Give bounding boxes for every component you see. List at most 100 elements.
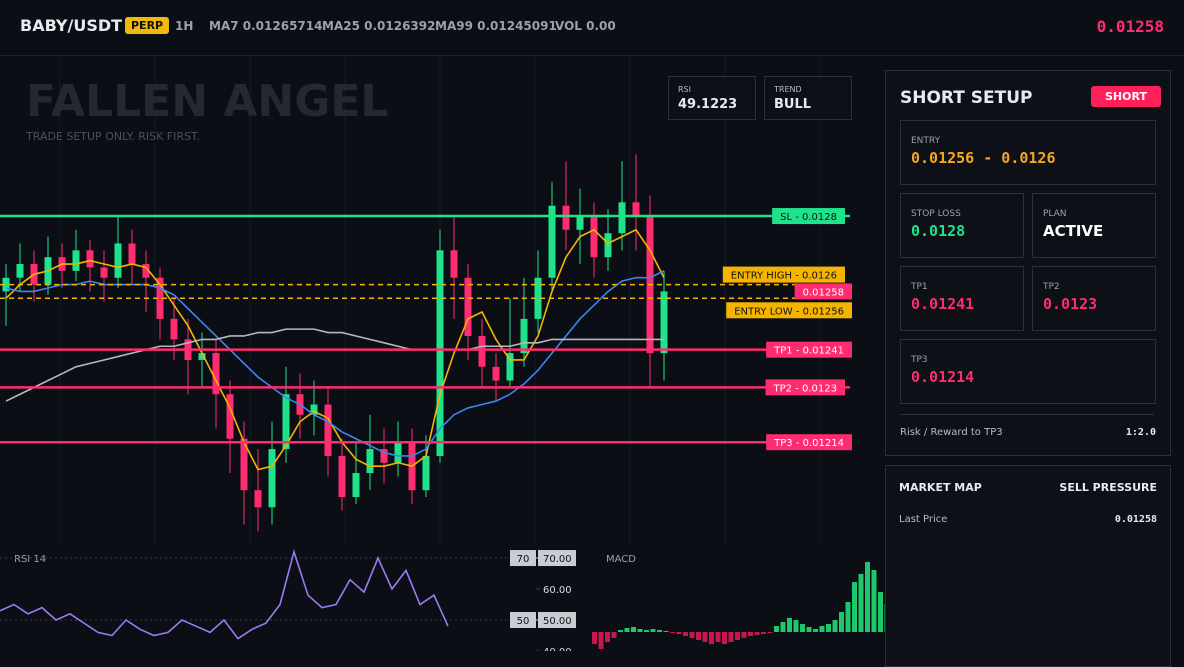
- candle-body: [464, 277, 472, 336]
- candle-body: [282, 394, 290, 450]
- candle-body: [492, 366, 500, 381]
- rr-label: Risk / Reward to TP3: [900, 427, 1003, 438]
- macd-bar: [618, 630, 623, 632]
- level-label: 70: [517, 554, 530, 565]
- macd-bar: [657, 630, 662, 632]
- level-label: 0.01258: [803, 287, 844, 298]
- rr-value: 1:2.0: [1125, 427, 1156, 438]
- card-value: 0.01256 - 0.0126: [911, 149, 1056, 167]
- level-label: SL - 0.0128: [780, 212, 837, 223]
- macd-bar: [644, 630, 649, 632]
- candle-body: [506, 353, 514, 381]
- macd-bar: [774, 626, 779, 632]
- indicator: MA99 0.01245091: [435, 19, 557, 33]
- tick-box: [538, 550, 576, 567]
- level-tag: [726, 302, 852, 319]
- candle-body: [380, 449, 388, 463]
- candle-body: [450, 250, 458, 278]
- candle-body: [562, 205, 570, 230]
- level-tag: [794, 283, 852, 300]
- macd-bar: [611, 632, 617, 638]
- rsi-line: [0, 548, 449, 640]
- card-label: STOP LOSS: [911, 209, 961, 219]
- setup-badge[interactable]: SHORT: [1091, 86, 1161, 107]
- macd-bar: [878, 592, 883, 632]
- overlay-title: FALLEN ANGEL: [26, 76, 389, 127]
- candle-body: [604, 233, 612, 258]
- card: TP3 0.01214: [900, 339, 1156, 404]
- card-value: ACTIVE: [1043, 222, 1104, 240]
- level-tag: [765, 379, 845, 396]
- level-label: ENTRY LOW - 0.01256: [734, 306, 844, 317]
- card-label: TP3: [911, 355, 928, 365]
- candle-body: [422, 455, 430, 491]
- macd-bar: [631, 627, 636, 632]
- macd-bar: [793, 620, 799, 632]
- macd-bar: [683, 632, 688, 636]
- candle-body: [534, 277, 542, 319]
- candle-body: [436, 250, 444, 456]
- row-label: Last Price: [899, 514, 948, 525]
- candle-body: [16, 264, 24, 278]
- macd-bar: [800, 624, 805, 632]
- level-tag: [772, 208, 845, 225]
- level-tag: [766, 341, 852, 358]
- divider: [900, 414, 1154, 415]
- card-value: 0.0128: [911, 222, 966, 240]
- moving-average: [5, 228, 665, 471]
- macd-bar: [819, 626, 825, 632]
- candle-body: [114, 243, 122, 278]
- stat-value: 49.1223: [678, 97, 738, 112]
- macd-bar: [858, 574, 864, 632]
- candle-body: [618, 202, 626, 234]
- level-label: TP3 - 0.01214: [773, 438, 844, 449]
- macd-bar: [735, 632, 740, 640]
- interval[interactable]: 1H: [175, 19, 194, 33]
- setup-title: SHORT SETUP: [900, 88, 1033, 108]
- card-value: 0.0123: [1043, 295, 1098, 313]
- candle-body: [324, 404, 332, 456]
- macd-bar: [780, 622, 786, 632]
- y-tick-label: 50.00: [543, 616, 572, 627]
- macd-bar: [696, 632, 701, 640]
- card: PLAN ACTIVE: [1032, 193, 1156, 258]
- stat-value: BULL: [774, 97, 812, 112]
- macd-bar: [845, 602, 851, 632]
- macd-bar: [592, 632, 597, 644]
- market-map: MARKET MAP SELL PRESSURE Last Price 0.01…: [885, 465, 1171, 667]
- candle-body: [478, 335, 486, 367]
- page: BABY/USDT PERP 1H MA7 0.01265714 MA25 0.…: [0, 16, 1184, 667]
- candle-body: [128, 243, 136, 265]
- macd-bar: [689, 632, 695, 638]
- candle-body: [156, 277, 164, 319]
- setup-panel: SHORT SETUP SHORT ENTRY 0.01256 - 0.0126 …: [885, 70, 1171, 456]
- moving-average: [5, 328, 664, 402]
- macd-bar: [676, 632, 682, 634]
- card-label: TP1: [911, 282, 928, 292]
- panel-title: MACD: [606, 554, 636, 565]
- macd-bar: [709, 632, 714, 644]
- macd-bar: [637, 629, 643, 632]
- candle-body: [548, 205, 556, 278]
- card-label: PLAN: [1043, 209, 1067, 219]
- card-label: ENTRY: [911, 136, 941, 146]
- candle-body: [254, 490, 262, 508]
- candle-body: [72, 250, 80, 271]
- candle-body: [576, 216, 584, 230]
- candle-body: [520, 318, 528, 354]
- macd-bar: [865, 562, 870, 632]
- macd-bar: [670, 632, 675, 633]
- candle-body: [660, 291, 668, 354]
- row-value: 0.01258: [1114, 514, 1157, 525]
- candle-body: [590, 216, 598, 258]
- indicator: VOL 0.00: [555, 19, 616, 33]
- card-value: 0.01214: [911, 368, 975, 386]
- level-box: [510, 612, 536, 629]
- macd-bar: [605, 632, 610, 642]
- card: STOP LOSS 0.0128: [900, 193, 1024, 258]
- candle-body: [366, 449, 374, 474]
- card: TP2 0.0123: [1032, 266, 1156, 331]
- card: TP1 0.01241: [900, 266, 1024, 331]
- macd-bar: [761, 632, 766, 634]
- macd-bar: [787, 618, 792, 632]
